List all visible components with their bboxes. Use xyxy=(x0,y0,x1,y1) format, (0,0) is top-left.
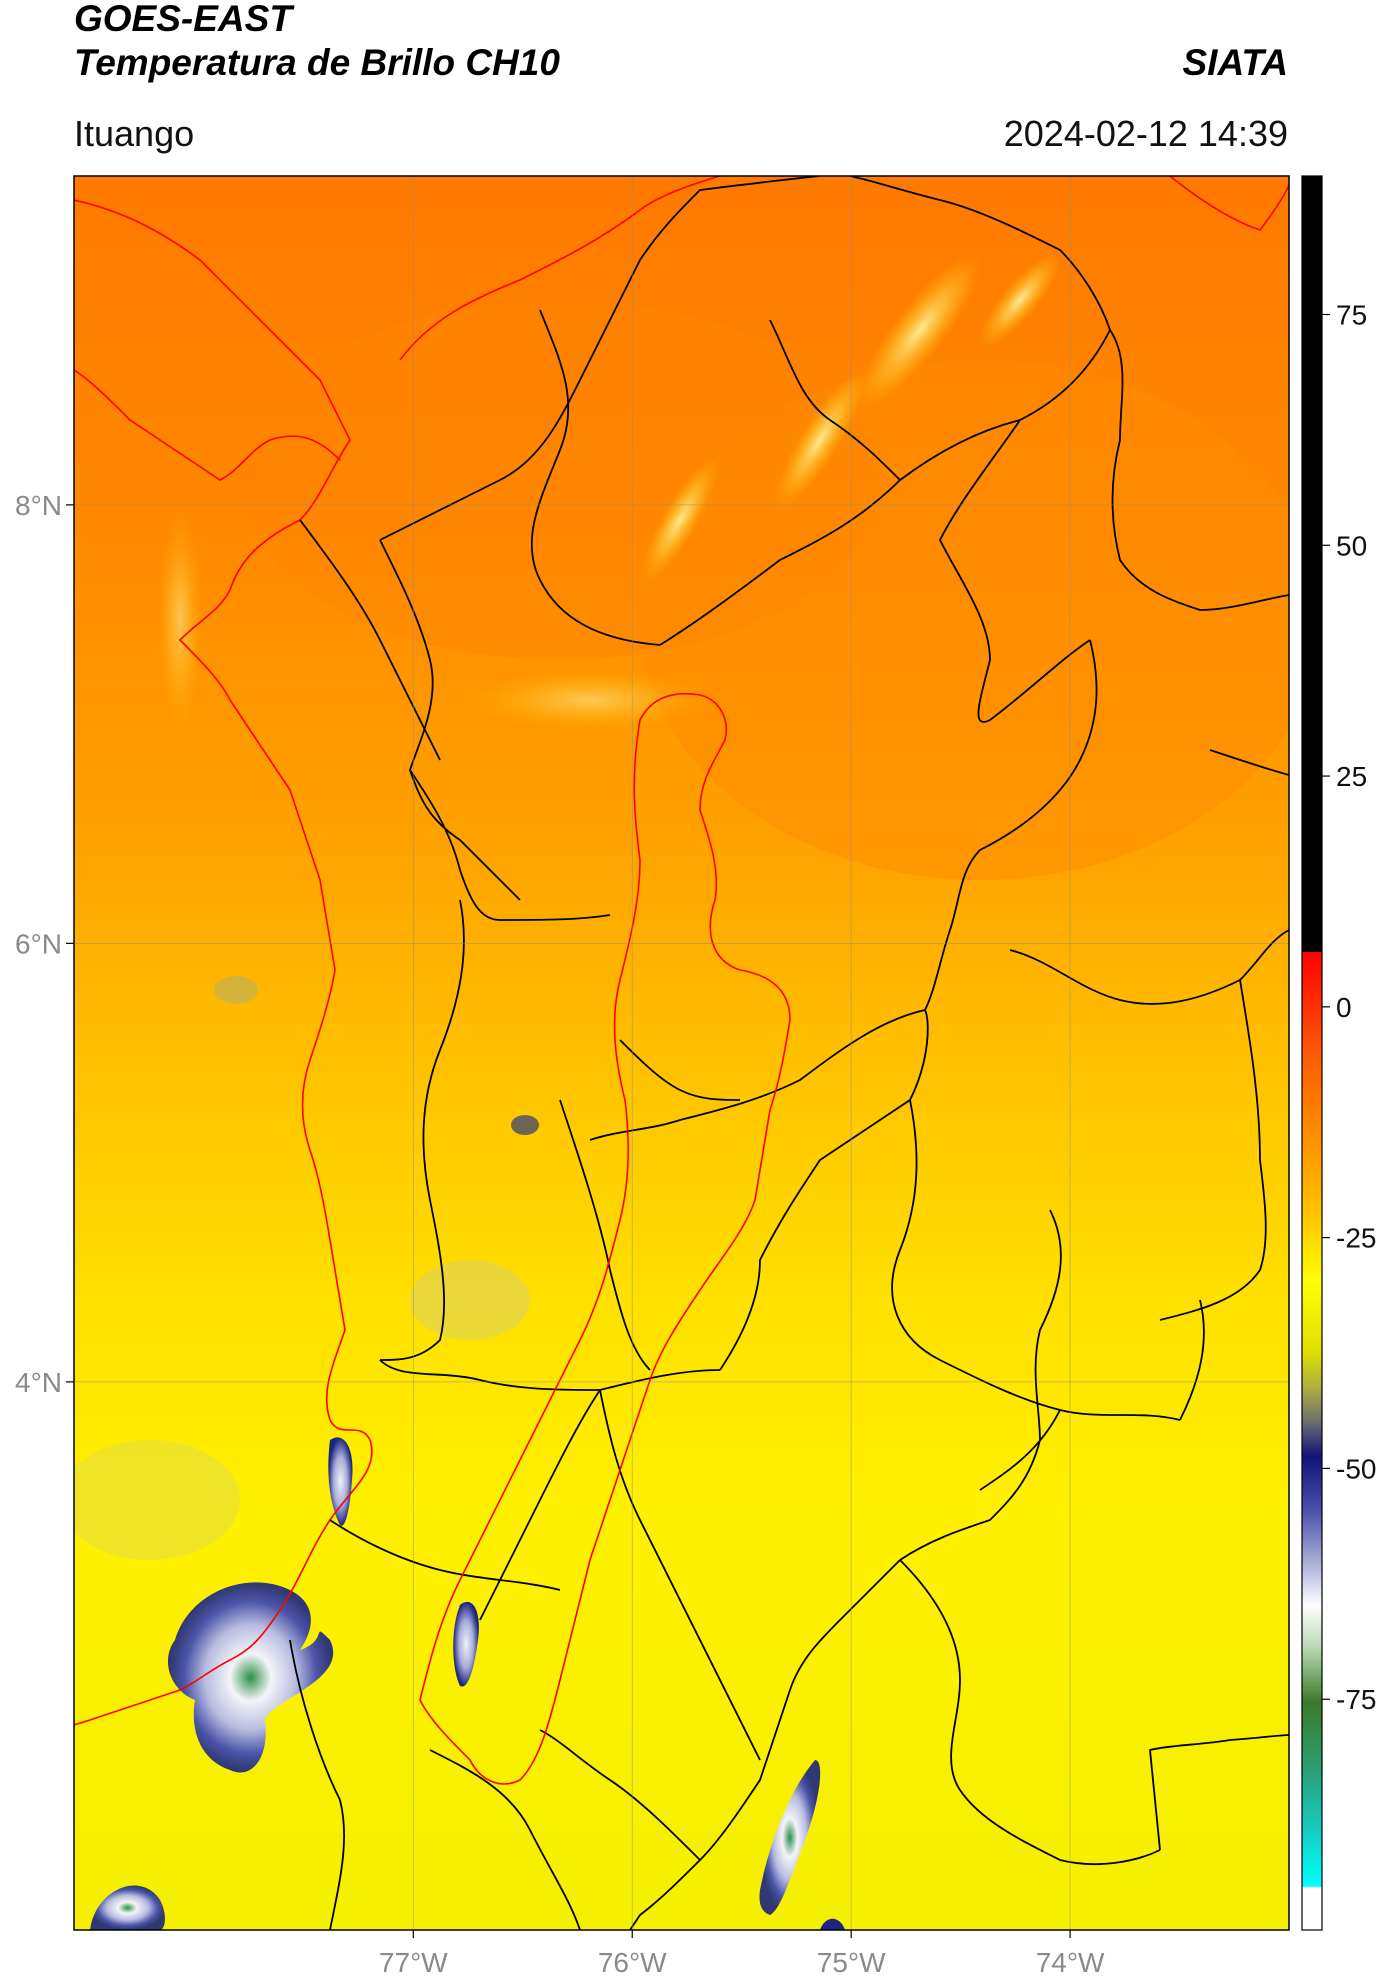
coastline xyxy=(74,176,1289,481)
moisture-streak xyxy=(858,253,982,407)
colorbar-tick-label: -75 xyxy=(1336,1684,1376,1715)
gridlines xyxy=(74,176,1289,1930)
map-panel xyxy=(74,176,1289,1930)
lat-tick-label: 8°N xyxy=(15,490,62,521)
warm-region xyxy=(240,300,880,660)
location-label: Ituango xyxy=(74,113,195,154)
lat-tick-label: 6°N xyxy=(15,928,62,959)
cold-cloud-band xyxy=(759,1760,821,1915)
lon-tick-label: 77°W xyxy=(379,1947,448,1978)
longitude-labels: 77°W 76°W 75°W 74°W xyxy=(379,1930,1105,1978)
moisture-streak xyxy=(641,458,719,582)
cold-speck xyxy=(511,1115,539,1135)
region-outline xyxy=(419,693,791,1785)
colorbar xyxy=(1301,175,1323,1931)
colorbar-tick-label: -50 xyxy=(1336,1453,1376,1484)
lon-tick-label: 74°W xyxy=(1036,1947,1105,1978)
lon-tick-label: 76°W xyxy=(598,1947,667,1978)
colorbar-tick-label: 0 xyxy=(1336,992,1352,1023)
cold-cloud-band xyxy=(453,1601,479,1687)
satellite-title: GOES-EAST xyxy=(74,0,292,39)
colorbar-tick-label: 75 xyxy=(1336,299,1367,330)
colorbar-tick-label: 50 xyxy=(1336,530,1367,561)
latitude-labels: 8°N 6°N 4°N xyxy=(15,490,74,1398)
cold-speck xyxy=(74,1440,240,1560)
moisture-streak xyxy=(158,510,202,730)
product-title: Temperatura de Brillo CH10 xyxy=(74,42,560,83)
moisture-streak xyxy=(774,371,866,509)
lat-tick-label: 4°N xyxy=(15,1367,62,1398)
cold-cloud-cluster xyxy=(167,1582,334,1773)
colorbar-tick-label: 25 xyxy=(1336,761,1367,792)
colorbar-tick-label: -25 xyxy=(1336,1223,1376,1254)
cold-speck xyxy=(410,1260,530,1340)
cold-cloud-band xyxy=(328,1437,353,1526)
colorbar-ticks: 75 50 25 0 -25 -50 -75 xyxy=(1322,299,1376,1715)
moisture-streak xyxy=(470,670,710,730)
timestamp-label: 2024-02-12 14:39 xyxy=(1003,113,1288,154)
cold-cloud-blob xyxy=(90,1885,165,1930)
organization-label: SIATA xyxy=(1182,42,1288,83)
lon-tick-label: 75°W xyxy=(817,1947,886,1978)
moisture-streak xyxy=(979,252,1061,348)
coastline xyxy=(74,199,373,1726)
cold-speck xyxy=(214,976,258,1004)
map-frame xyxy=(73,175,1290,1931)
cold-cloud-blob xyxy=(820,1918,845,1930)
